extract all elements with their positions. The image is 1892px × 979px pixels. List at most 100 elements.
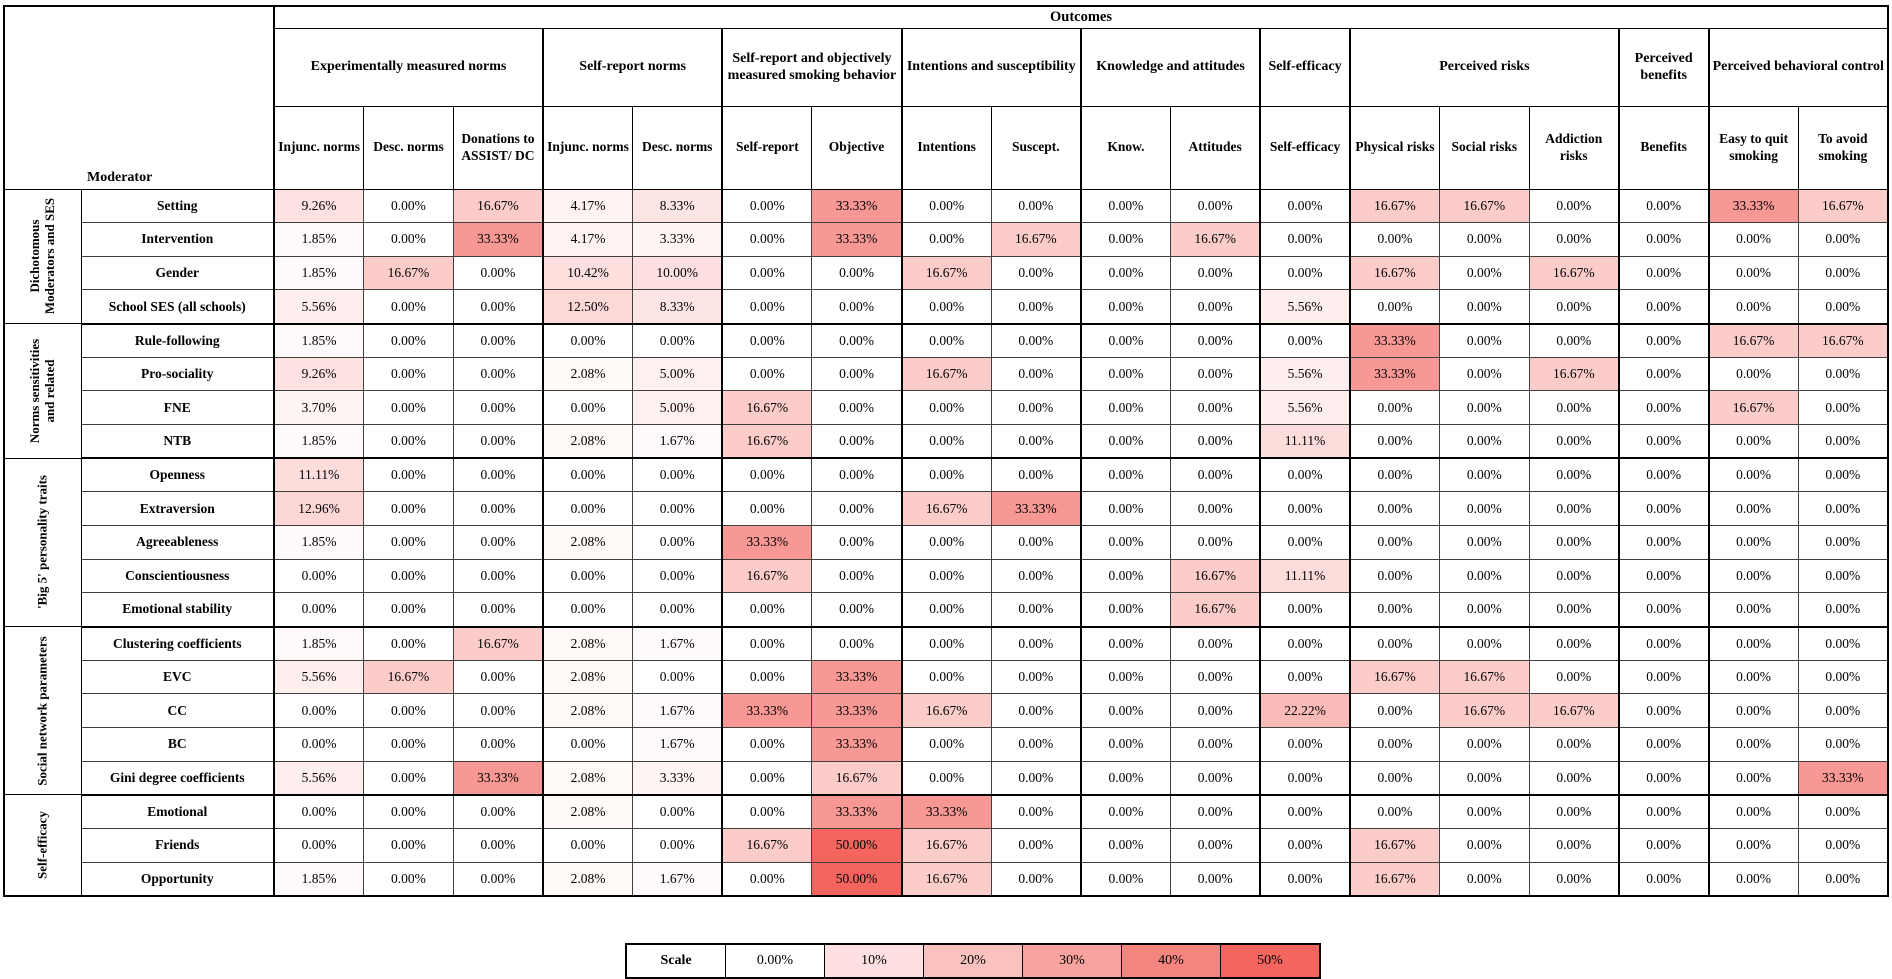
heatmap-cell: 0.00% [632, 794, 724, 829]
heatmap-cell: 5.00% [632, 356, 724, 392]
heatmap-cell: 0.00% [990, 861, 1082, 897]
heatmap-cell: 0.00% [1528, 424, 1620, 460]
heatmap-cell: 0.00% [811, 525, 903, 560]
heatmap-cell: 0.00% [1349, 491, 1441, 527]
heatmap-cell: 0.00% [1349, 727, 1441, 762]
heatmap-cell: 33.33% [811, 659, 903, 695]
heatmap-cell: 0.00% [721, 861, 813, 897]
outcome-group-header: Knowledge and attitudes [1080, 27, 1262, 107]
moderator-row-label: Clustering coefficients [80, 626, 275, 661]
heatmap-cell: 0.00% [363, 592, 454, 628]
heatmap-cell: 0.00% [1528, 827, 1620, 863]
heatmap-cell: 0.00% [1259, 323, 1351, 358]
heatmap-cell: 0.00% [1080, 491, 1172, 527]
moderator-row-label: Openness [80, 457, 275, 493]
heatmap-cell: 0.00% [721, 659, 813, 695]
heatmap-cell: 0.00% [1439, 794, 1530, 829]
heatmap-cell: 0.00% [1528, 794, 1620, 829]
heatmap-cell: 0.00% [1259, 861, 1351, 897]
heatmap-cell: 0.00% [1170, 188, 1262, 224]
heatmap-cell: 0.00% [1439, 558, 1530, 594]
heatmap-cell: 0.00% [632, 592, 724, 628]
heatmap-cell: 2.08% [542, 693, 634, 728]
outcome-group-header: Experimentally measured norms [273, 27, 544, 107]
heatmap-cell: 0.00% [1618, 760, 1710, 796]
heatmap-cell: 0.00% [1797, 794, 1889, 829]
heatmap-cell: 8.33% [632, 188, 724, 224]
heatmap-cell: 5.00% [632, 390, 724, 426]
heatmap-cell: 0.00% [273, 727, 365, 762]
moderator-row-label: CC [80, 693, 275, 728]
heatmap-cell: 0.00% [811, 592, 903, 628]
heatmap-cell: 0.00% [273, 827, 365, 863]
heatmap-cell: 0.00% [632, 558, 724, 594]
heatmap-cell: 16.67% [363, 659, 454, 695]
heatmap-cell: 0.00% [1080, 861, 1172, 897]
heatmap-cell: 1.67% [632, 861, 724, 897]
heatmap-cell: 16.67% [1797, 188, 1889, 224]
moderator-row-label: Emotional stability [80, 592, 275, 628]
heatmap-cell: 9.26% [273, 188, 365, 224]
outcome-group-header: Intentions and susceptibility [901, 27, 1082, 107]
heatmap-cell: 0.00% [363, 626, 454, 661]
heatmap-cell: 0.00% [1618, 794, 1710, 829]
heatmap-cell: 0.00% [1797, 558, 1889, 594]
heatmap-cell: 0.00% [1528, 457, 1620, 493]
heatmap-cell: 0.00% [811, 626, 903, 661]
heatmap-cell: 0.00% [1080, 525, 1172, 560]
heatmap-cell: 0.00% [721, 323, 813, 358]
heatmap-cell: 0.00% [452, 424, 544, 460]
heatmap-cell: 0.00% [990, 794, 1082, 829]
heatmap-cell: 0.00% [1349, 457, 1441, 493]
heatmap-cell: 0.00% [1439, 424, 1530, 460]
heatmap-cell: 0.00% [1080, 558, 1172, 594]
moderator-row-label: Agreeableness [80, 525, 275, 560]
heatmap-cell: 33.33% [1349, 356, 1441, 392]
heatmap-cell: 0.00% [990, 390, 1082, 426]
heatmap-cell: 5.56% [1259, 390, 1351, 426]
heatmap-cell: 0.00% [1259, 457, 1351, 493]
heatmap-cell: 0.00% [901, 592, 992, 628]
heatmap-cell: 0.00% [452, 525, 544, 560]
moderator-row-label: Extraversion [80, 491, 275, 527]
heatmap-cell: 0.00% [1618, 457, 1710, 493]
heatmap-cell: 1.85% [273, 525, 365, 560]
scale-swatch: 20% [923, 943, 1023, 979]
heatmap-cell: 0.00% [363, 289, 454, 325]
heatmap-cell: 33.33% [1708, 188, 1799, 224]
heatmap-cell: 0.00% [452, 390, 544, 426]
corner-cell: Moderator [3, 5, 275, 190]
heatmap-cell: 0.00% [1708, 592, 1799, 628]
heatmap-cell: 0.00% [1259, 525, 1351, 560]
heatmap-cell: 0.00% [452, 861, 544, 897]
column-header: Physical risks [1349, 105, 1441, 190]
heatmap-cell: 2.08% [542, 356, 634, 392]
heatmap-cell: 16.67% [721, 558, 813, 594]
heatmap-cell: 16.67% [1349, 827, 1441, 863]
heatmap-cell: 0.00% [1080, 626, 1172, 661]
heatmap-cell: 0.00% [1259, 827, 1351, 863]
heatmap-cell: 0.00% [811, 390, 903, 426]
heatmap-cell: 0.00% [1080, 289, 1172, 325]
heatmap-cell: 0.00% [1528, 626, 1620, 661]
heatmap-cell: 0.00% [363, 827, 454, 863]
heatmap-cell: 0.00% [1080, 592, 1172, 628]
heatmap-cell: 0.00% [1618, 525, 1710, 560]
heatmap-cell: 16.67% [1349, 255, 1441, 291]
heatmap-cell: 0.00% [990, 356, 1082, 392]
heatmap-cell: 10.00% [632, 255, 724, 291]
heatmap-cell: 0.00% [1528, 760, 1620, 796]
column-header: Injunc. norms [542, 105, 634, 190]
heatmap-cell: 0.00% [542, 491, 634, 527]
heatmap-cell: 0.00% [901, 222, 992, 257]
heatmap-cell: 16.67% [452, 626, 544, 661]
heatmap-cell: 0.00% [1797, 356, 1889, 392]
heatmap-cell: 0.00% [721, 255, 813, 291]
column-header: Benefits [1618, 105, 1710, 190]
moderator-row-label: Conscientiousness [80, 558, 275, 594]
heatmap-cell: 0.00% [1259, 188, 1351, 224]
heatmap-cell: 0.00% [1797, 727, 1889, 762]
heatmap-cell: 0.00% [990, 424, 1082, 460]
heatmap-cell: 0.00% [1080, 222, 1172, 257]
heatmap-cell: 0.00% [542, 592, 634, 628]
